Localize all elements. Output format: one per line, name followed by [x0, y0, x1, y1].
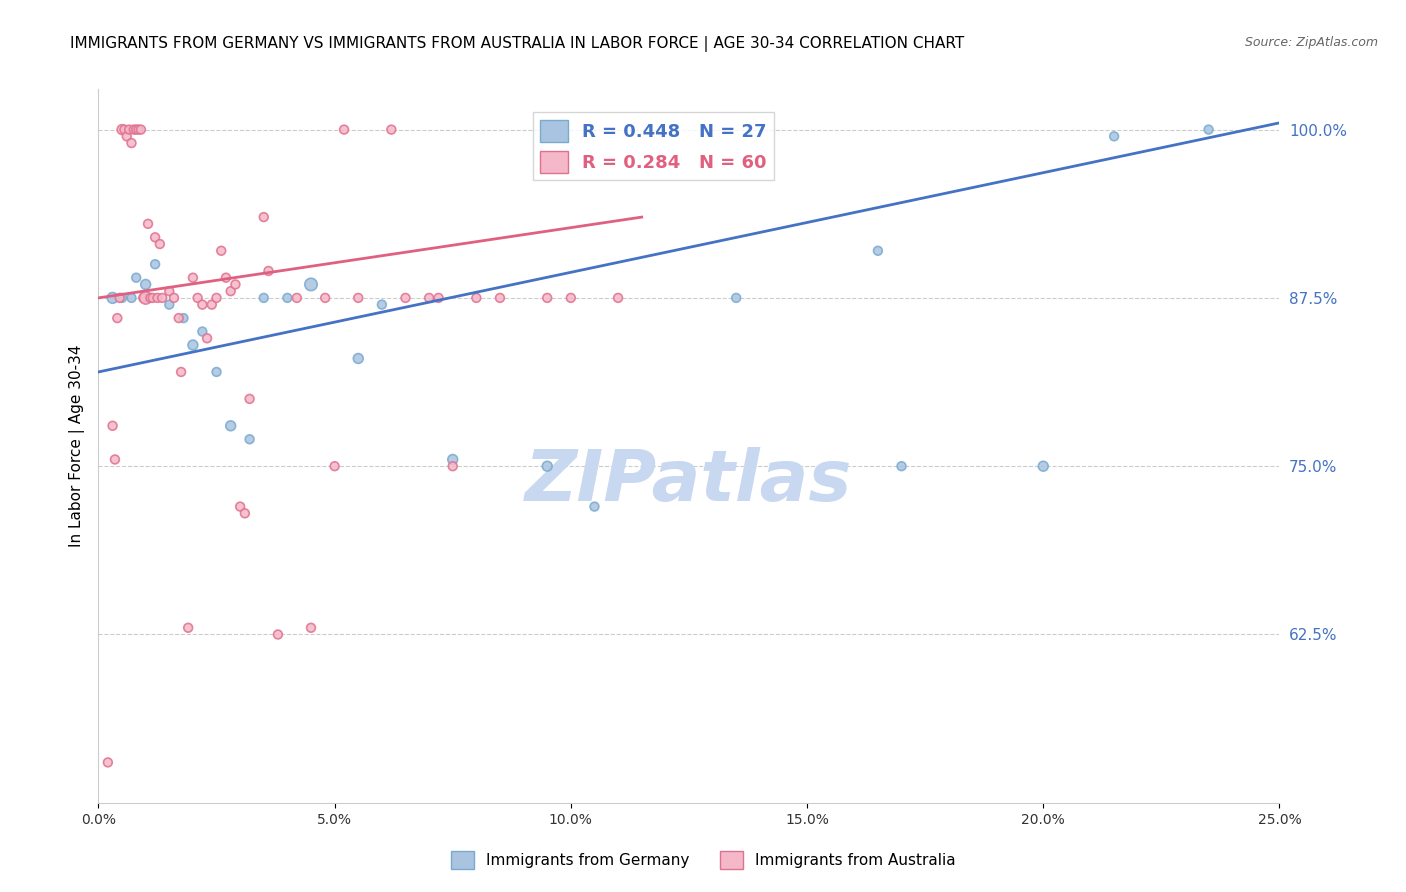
- Point: [115, 129, 138, 144]
- Point: [607, 291, 630, 305]
- Point: [394, 291, 416, 305]
- Point: [132, 291, 155, 305]
- Point: [253, 210, 276, 224]
- Point: [108, 291, 131, 305]
- Point: [157, 298, 180, 312]
- Point: [441, 452, 464, 467]
- Point: [101, 291, 124, 305]
- Y-axis label: In Labor Force | Age 30-34: In Labor Force | Age 30-34: [69, 344, 84, 548]
- Point: [418, 291, 440, 305]
- Point: [219, 418, 242, 433]
- Point: [257, 264, 280, 278]
- Point: [191, 298, 214, 312]
- Point: [890, 459, 912, 474]
- Point: [253, 291, 276, 305]
- Point: [427, 291, 450, 305]
- Point: [121, 291, 143, 305]
- Point: [150, 291, 173, 305]
- Text: ZIPatlas: ZIPatlas: [526, 447, 852, 516]
- Point: [866, 244, 889, 258]
- Point: [239, 432, 262, 446]
- Point: [215, 270, 238, 285]
- Point: [142, 291, 165, 305]
- Point: [128, 122, 150, 136]
- Point: [195, 331, 218, 345]
- Point: [129, 122, 152, 136]
- Point: [560, 291, 582, 305]
- Point: [135, 291, 157, 305]
- Point: [111, 122, 134, 136]
- Point: [239, 392, 262, 406]
- Point: [536, 291, 558, 305]
- Point: [441, 459, 464, 474]
- Point: [229, 500, 252, 514]
- Point: [122, 122, 145, 136]
- Point: [224, 277, 246, 292]
- Point: [105, 311, 128, 326]
- Point: [149, 237, 172, 252]
- Point: [536, 459, 558, 474]
- Point: [489, 291, 512, 305]
- Point: [219, 284, 242, 298]
- Text: Source: ZipAtlas.com: Source: ZipAtlas.com: [1244, 36, 1378, 49]
- Legend: Immigrants from Germany, Immigrants from Australia: Immigrants from Germany, Immigrants from…: [444, 845, 962, 875]
- Point: [157, 284, 180, 298]
- Point: [201, 298, 224, 312]
- Point: [111, 291, 134, 305]
- Point: [205, 365, 228, 379]
- Point: [125, 122, 148, 136]
- Point: [143, 257, 166, 271]
- Point: [347, 351, 370, 366]
- Point: [177, 621, 200, 635]
- Point: [135, 277, 157, 292]
- Point: [167, 311, 190, 326]
- Point: [299, 621, 322, 635]
- Point: [233, 506, 256, 520]
- Text: IMMIGRANTS FROM GERMANY VS IMMIGRANTS FROM AUSTRALIA IN LABOR FORCE | AGE 30-34 : IMMIGRANTS FROM GERMANY VS IMMIGRANTS FR…: [70, 36, 965, 52]
- Point: [125, 270, 148, 285]
- Point: [187, 291, 209, 305]
- Point: [299, 277, 322, 292]
- Point: [725, 291, 748, 305]
- Point: [97, 756, 120, 770]
- Point: [112, 122, 135, 136]
- Point: [143, 230, 166, 244]
- Point: [101, 418, 124, 433]
- Point: [205, 291, 228, 305]
- Point: [583, 500, 606, 514]
- Point: [209, 244, 232, 258]
- Point: [139, 291, 162, 305]
- Point: [104, 452, 127, 467]
- Point: [285, 291, 308, 305]
- Point: [380, 122, 402, 136]
- Point: [172, 311, 194, 326]
- Legend: R = 0.448   N = 27, R = 0.284   N = 60: R = 0.448 N = 27, R = 0.284 N = 60: [533, 112, 773, 180]
- Point: [1032, 459, 1054, 474]
- Point: [146, 291, 169, 305]
- Point: [121, 136, 143, 150]
- Point: [323, 459, 346, 474]
- Point: [1102, 129, 1125, 144]
- Point: [191, 325, 214, 339]
- Point: [136, 217, 159, 231]
- Point: [371, 298, 394, 312]
- Point: [465, 291, 488, 305]
- Point: [347, 291, 370, 305]
- Point: [170, 365, 193, 379]
- Point: [118, 122, 141, 136]
- Point: [333, 122, 356, 136]
- Point: [267, 627, 290, 641]
- Point: [314, 291, 336, 305]
- Point: [276, 291, 298, 305]
- Point: [181, 338, 204, 352]
- Point: [181, 270, 204, 285]
- Point: [163, 291, 186, 305]
- Point: [1198, 122, 1220, 136]
